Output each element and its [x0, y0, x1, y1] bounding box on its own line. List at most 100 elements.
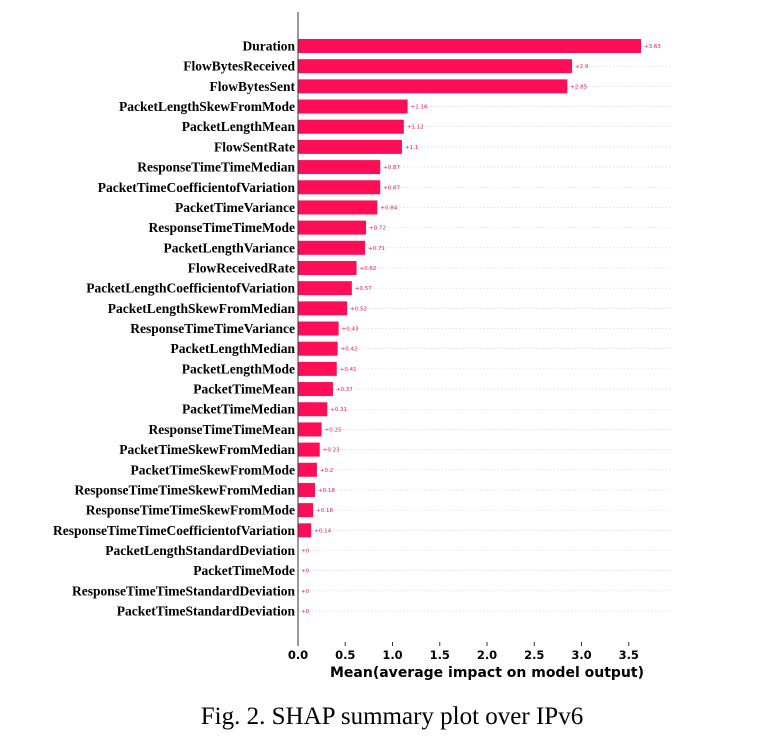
x-tick-label: 0.5 [335, 648, 355, 662]
value-label: +0.87 [383, 185, 400, 191]
value-label: +0.72 [369, 226, 386, 232]
bar-PacketLengthSkewFromMode [298, 99, 408, 114]
x-tick-label: 2.5 [524, 648, 544, 662]
category-label: ResponseTimeTimeCoefficientofVariation [53, 523, 295, 538]
value-label: +0.57 [355, 286, 372, 292]
bar-PacketLengthSkewFromMedian [298, 301, 348, 316]
value-label: +0.18 [318, 488, 335, 494]
shap-bar-chart: Duration FlowBytesReceived FlowBytesSent Pa… [53, 12, 672, 681]
value-label: +2.9 [575, 64, 589, 70]
category-label: FlowBytesReceived [183, 59, 295, 74]
category-label: ResponseTimeTimeVariance [130, 321, 295, 336]
category-label: PacketTimeCoefficientofVariation [98, 180, 296, 195]
value-label: +0 [301, 549, 310, 555]
x-axis-title: Mean(average impact on model output) [330, 665, 644, 681]
value-label: +0.2 [320, 468, 333, 474]
category-label: PacketLengthMean [182, 119, 296, 134]
category-label: PacketTimeVariance [175, 200, 295, 215]
x-tick-label: 2.0 [477, 648, 497, 662]
x-tick-label: 3.5 [619, 648, 639, 662]
category-label: PacketLengthMode [182, 361, 295, 376]
value-label: +0.43 [342, 327, 359, 333]
figure-caption: Fig. 2. SHAP summary plot over IPv6 [200, 703, 584, 730]
category-label: FlowReceivedRate [188, 260, 295, 275]
value-label: +0.87 [383, 165, 400, 171]
category-label: PacketLengthVariance [164, 240, 296, 255]
x-tick-label: 1.0 [382, 648, 402, 662]
x-tick-label: 0.0 [288, 648, 308, 662]
value-label: +3.63 [644, 44, 661, 50]
value-label: +0.52 [350, 306, 367, 312]
category-label: ResponseTimeTimeMean [149, 422, 296, 437]
value-label: +0.23 [323, 448, 340, 454]
value-label: +0 [301, 609, 310, 615]
value-label: +0.42 [341, 347, 358, 353]
bar-PacketTimeCoefficientofVariation [298, 180, 381, 195]
bar-FlowBytesReceived [298, 59, 573, 74]
bar-PacketLengthMode [298, 361, 337, 376]
category-label: PacketTimeMean [193, 382, 295, 397]
x-axis: 0.0 0.5 1.0 1.5 2.0 2.5 3.0 3.5 [288, 12, 639, 662]
bar-ResponseTimeTimeCoefficientofVariation [298, 523, 312, 538]
value-label: +0.62 [360, 266, 377, 272]
category-label: FlowSentRate [214, 139, 295, 154]
category-label: ResponseTimeTimeMode [149, 220, 296, 235]
bar-PacketTimeSkewFromMode [298, 462, 317, 477]
value-label: +0.25 [325, 427, 342, 433]
value-label: +0.41 [340, 367, 357, 373]
category-label: PacketTimeSkewFromMode [131, 462, 295, 477]
bar-PacketLengthVariance [298, 240, 366, 255]
category-label: ResponseTimeTimeMedian [137, 160, 295, 175]
value-label: +0 [301, 589, 310, 595]
category-label: ResponseTimeTimeStandardDeviation [72, 583, 296, 598]
bar-ResponseTimeTimeVariance [298, 321, 339, 336]
value-label: +0.84 [380, 205, 397, 211]
category-labels: Duration FlowBytesReceived FlowBytesSent Pa… [53, 39, 295, 619]
value-label: +0.31 [330, 407, 347, 413]
bar-PacketTimeVariance [298, 200, 378, 215]
bar-PacketLengthMedian [298, 341, 338, 356]
category-label: PacketTimeMedian [182, 402, 295, 417]
category-label: Duration [242, 39, 295, 54]
bar-FlowReceivedRate [298, 260, 357, 275]
category-label: PacketTimeMode [193, 563, 295, 578]
bar-PacketTimeSkewFromMedian [298, 442, 320, 457]
bar-PacketLengthCoefficientofVariation [298, 281, 352, 296]
bar-FlowBytesSent [298, 79, 568, 94]
bar-FlowSentRate [298, 139, 402, 154]
value-label: +1.1 [405, 145, 418, 151]
category-label: PacketLengthMedian [171, 341, 296, 356]
bar-ResponseTimeTimeMode [298, 220, 367, 235]
value-label: +0.14 [314, 528, 331, 534]
bar-ResponseTimeTimeSkewFromMode [298, 503, 314, 518]
bar-ResponseTimeTimeMedian [298, 160, 381, 175]
x-tick-label: 1.5 [430, 648, 450, 662]
bar-Duration [298, 39, 642, 53]
x-tick-label: 3.0 [571, 648, 591, 662]
category-label: PacketLengthCoefficientofVariation [86, 281, 295, 296]
category-label: PacketLengthStandardDeviation [105, 543, 295, 558]
category-label: ResponseTimeTimeSkewFromMode [86, 503, 295, 518]
value-label: +0.37 [336, 387, 353, 393]
bar-PacketTimeMean [298, 382, 333, 397]
value-label: +2.85 [570, 84, 587, 90]
category-label: ResponseTimeTimeSkewFromMedian [74, 482, 295, 497]
value-label: +1.16 [411, 105, 428, 111]
category-label: PacketTimeStandardDeviation [117, 604, 296, 619]
bar-ResponseTimeTimeSkewFromMedian [298, 482, 316, 497]
value-label: +1.12 [407, 125, 424, 131]
gridlines [298, 45, 672, 612]
bar-PacketTimeMedian [298, 402, 328, 417]
value-label: +0 [301, 569, 310, 575]
value-label: +0.16 [316, 508, 333, 514]
category-label: PacketTimeSkewFromMedian [119, 442, 295, 457]
value-label: +0.71 [368, 246, 385, 252]
bars [298, 39, 642, 538]
category-label: FlowBytesSent [210, 79, 296, 94]
category-label: PacketLengthSkewFromMedian [108, 301, 296, 316]
bar-PacketLengthMean [298, 119, 404, 134]
value-labels: +3.63 +2.9 +2.85 +1.16 +1.12 +1.1 +0.87 +0.87 +0… [301, 44, 661, 615]
category-label: PacketLengthSkewFromMode [119, 99, 295, 114]
bar-ResponseTimeTimeMean [298, 422, 322, 437]
